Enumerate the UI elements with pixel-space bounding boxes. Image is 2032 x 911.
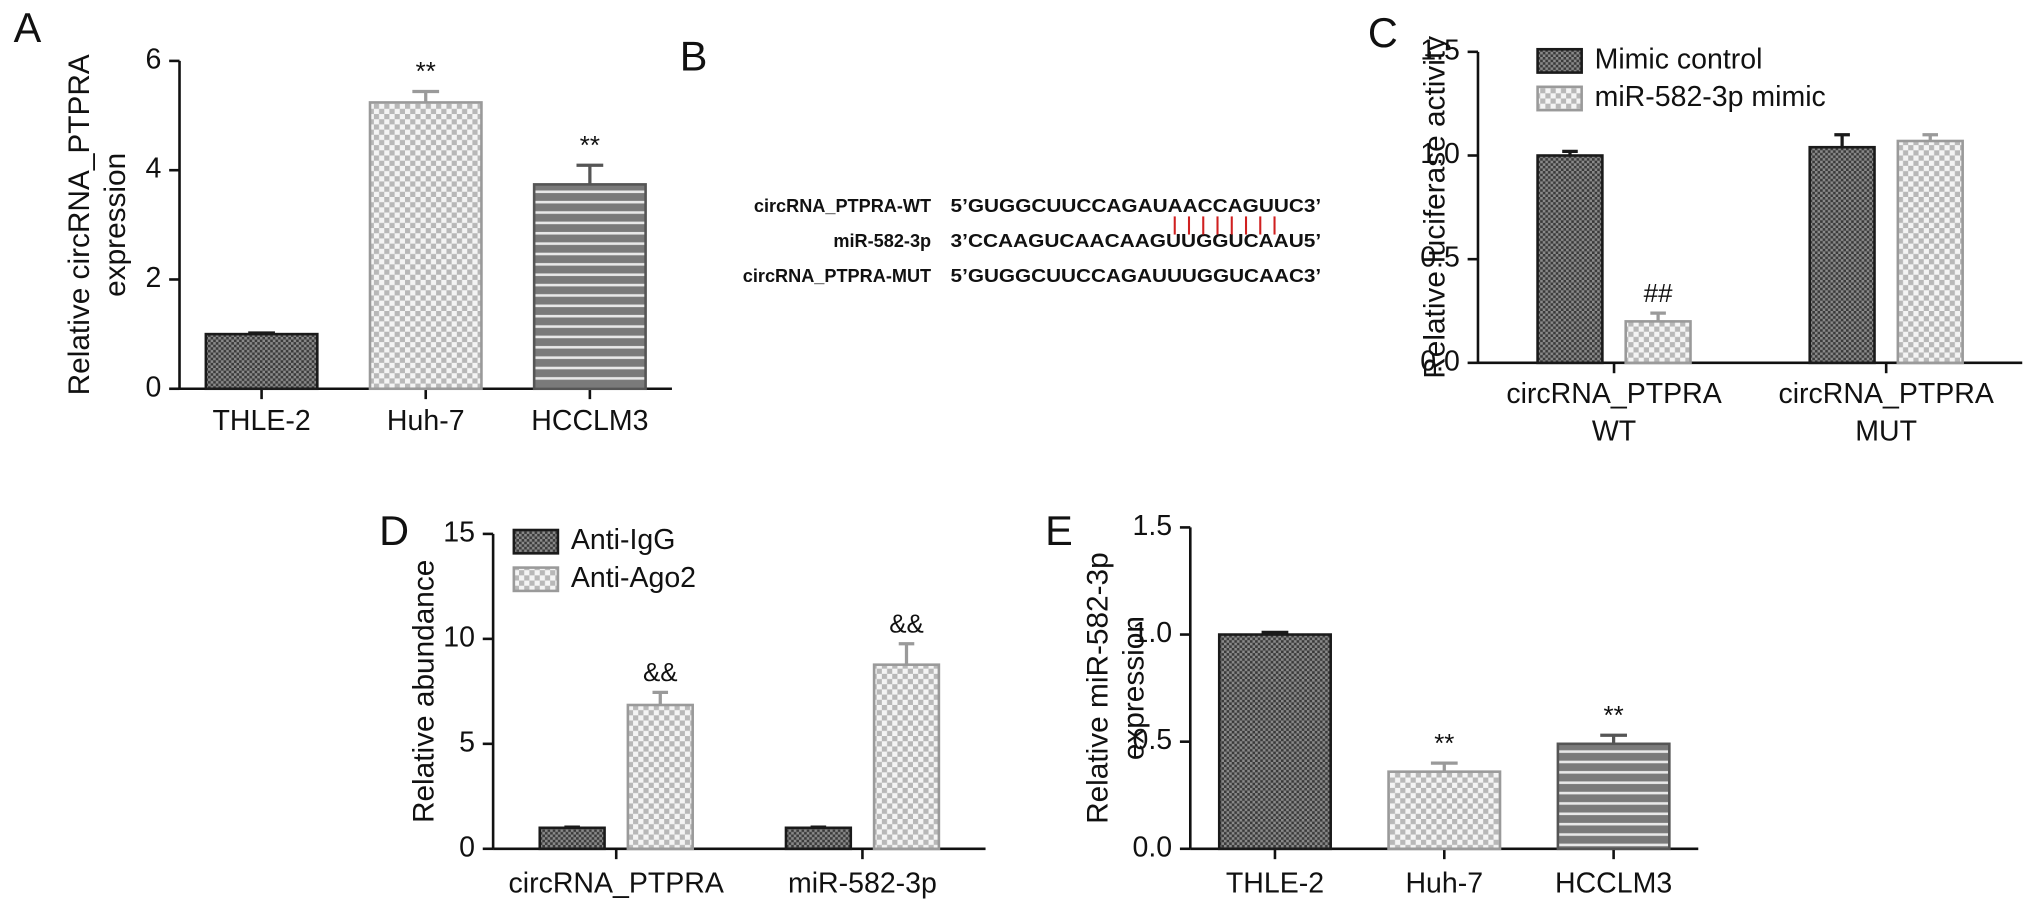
bar — [1387, 770, 1502, 851]
significance-label: && — [889, 610, 924, 638]
legend-label: Mimic control — [1595, 43, 1763, 75]
x-tick-label: HCCLM3 — [531, 405, 648, 437]
bar — [626, 703, 694, 851]
legend-label: Anti-IgG — [571, 524, 676, 556]
bar — [1896, 139, 1964, 365]
error-bar — [1562, 149, 1578, 156]
error-bar — [1430, 761, 1458, 772]
y-tick-label: 2 — [146, 262, 162, 294]
legend-swatch — [512, 566, 560, 593]
y-axis-label: Relative miR-582-3p — [1081, 552, 1114, 824]
y-tick-label: 1.5 — [1420, 34, 1460, 66]
sequence: 3’CCAAGUCAACAAGUUGGUCAAU5’ — [951, 231, 1322, 251]
legend-swatch — [512, 528, 560, 555]
bar — [368, 101, 483, 391]
panel-letter: E — [1045, 507, 1073, 554]
x-tick-label: circRNA_PTPRA — [509, 868, 724, 900]
bar — [1556, 742, 1671, 851]
error-bar — [1834, 133, 1850, 148]
x-tick-label: THLE-2 — [1226, 868, 1324, 900]
y-tick-label: 0.0 — [1133, 831, 1173, 863]
y-axis-label: expression — [99, 153, 132, 297]
sequence: 5’GUGGCUUCCAGAUAACCAGUUC3’ — [951, 196, 1322, 216]
x-tick-label: HCCLM3 — [1555, 868, 1672, 900]
sequence-panel: B circRNA_PTPRA-WT 5’GUGGCUUCCAGAUAACCAG… — [680, 33, 1321, 287]
significance-label: ** — [1604, 702, 1624, 730]
y-tick-label: 10 — [443, 621, 475, 653]
panel-letter: D — [379, 507, 409, 554]
error-bar — [1600, 733, 1627, 744]
error-bar — [810, 825, 827, 829]
error-bar — [652, 690, 669, 705]
y-tick-label: 0.5 — [1133, 724, 1173, 756]
bar — [1217, 633, 1332, 851]
y-axis-label: expression — [1118, 616, 1151, 760]
y-tick-label: 5 — [459, 726, 475, 758]
panel-letter: A — [14, 4, 42, 51]
significance-label: ** — [580, 132, 600, 160]
bar — [872, 663, 941, 851]
y-axis-label: Relative abundance — [408, 560, 441, 823]
y-tick-label: 6 — [146, 43, 162, 75]
error-bar — [248, 331, 275, 335]
y-axis-label: Relative circRNA_PTPRA — [63, 54, 96, 395]
bar — [538, 826, 606, 851]
y-axis-label: Relative luciferase activity — [1418, 36, 1451, 379]
y-tick-label: 0.0 — [1420, 345, 1460, 377]
y-tick-label: 1.0 — [1133, 617, 1173, 649]
y-tick-label: 4 — [146, 153, 162, 185]
error-bar — [576, 163, 604, 185]
x-tick-label: Huh-7 — [387, 405, 465, 437]
significance-label: ** — [416, 58, 436, 86]
bar — [1624, 320, 1692, 365]
error-bar — [898, 642, 915, 665]
panel-letter: B — [680, 33, 708, 80]
y-tick-label: 15 — [443, 516, 475, 548]
error-bar — [412, 89, 440, 103]
sequence: 5’GUGGCUUCCAGAUUUGGUCAAC3’ — [951, 266, 1322, 286]
error-bar — [564, 825, 580, 829]
error-bar — [1922, 133, 1939, 141]
error-bar — [1650, 311, 1666, 322]
y-tick-label: 0.5 — [1420, 242, 1460, 274]
bar — [1808, 145, 1876, 365]
legend-swatch — [1536, 47, 1583, 74]
x-tick-label: circRNA_PTPRA — [1506, 378, 1721, 410]
y-tick-label: 1.5 — [1133, 510, 1173, 542]
x-tick-label: Huh-7 — [1405, 868, 1483, 900]
x-tick-label: WT — [1592, 415, 1636, 447]
bar — [204, 332, 319, 391]
error-bar — [1261, 630, 1289, 635]
legend-label: miR-582-3p mimic — [1595, 81, 1826, 113]
bar — [1536, 154, 1604, 365]
y-tick-label: 0 — [459, 831, 475, 863]
y-tick-label: 0 — [146, 371, 162, 403]
legend-swatch — [1536, 85, 1583, 112]
y-tick-label: 1.0 — [1420, 138, 1460, 170]
x-tick-label: MUT — [1855, 415, 1917, 447]
panel-letter: C — [1368, 9, 1398, 56]
significance-label: ** — [1434, 730, 1454, 758]
x-tick-label: circRNA_PTPRA — [1778, 378, 1993, 410]
significance-label: ## — [1644, 280, 1673, 308]
bar — [784, 826, 853, 851]
significance-label: && — [643, 659, 678, 687]
x-tick-label: miR-582-3p — [788, 868, 937, 900]
bar — [532, 183, 647, 391]
base-pair-lines — [1173, 216, 1276, 235]
x-tick-label: THLE-2 — [212, 405, 310, 437]
sequence-label: circRNA_PTPRA-MUT — [743, 266, 931, 286]
legend-label: Anti-Ago2 — [571, 562, 696, 594]
sequence-label: circRNA_PTPRA-WT — [754, 196, 931, 216]
sequence-label: miR-582-3p — [833, 231, 931, 251]
